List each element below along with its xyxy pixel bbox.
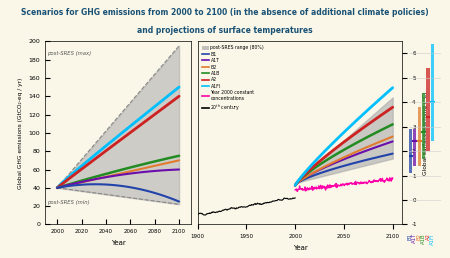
Bar: [413, 129, 416, 166]
Text: and projections of surface temperatures: and projections of surface temperatures: [137, 26, 313, 35]
Y-axis label: Global surface warming (°C): Global surface warming (°C): [423, 91, 428, 175]
Text: A1B: A1B: [421, 233, 426, 244]
Text: post-SRES (max): post-SRES (max): [47, 51, 91, 56]
Bar: [431, 44, 434, 141]
Text: Scenarios for GHG emissions from 2000 to 2100 (in the absence of additional clim: Scenarios for GHG emissions from 2000 to…: [21, 8, 429, 17]
Text: post-SRES (min): post-SRES (min): [47, 200, 90, 205]
Text: B2: B2: [417, 233, 422, 240]
X-axis label: Year: Year: [292, 245, 307, 251]
X-axis label: Year: Year: [111, 240, 126, 246]
Text: A1FI: A1FI: [430, 233, 435, 245]
Bar: [409, 129, 412, 173]
Text: A1T: A1T: [412, 233, 417, 243]
Bar: [427, 68, 430, 151]
Bar: [422, 93, 425, 158]
Y-axis label: Global GHG emissions (GtCO₂-eq / yr): Global GHG emissions (GtCO₂-eq / yr): [18, 77, 23, 189]
Text: B1: B1: [408, 233, 413, 240]
Legend: post-SRES range (80%), B1, A1T, B2, A1B, A2, A1FI, Year 2000 constant
concentrat: post-SRES range (80%), B1, A1T, B2, A1B,…: [200, 44, 266, 114]
Text: A2: A2: [426, 233, 431, 240]
Bar: [418, 107, 421, 166]
